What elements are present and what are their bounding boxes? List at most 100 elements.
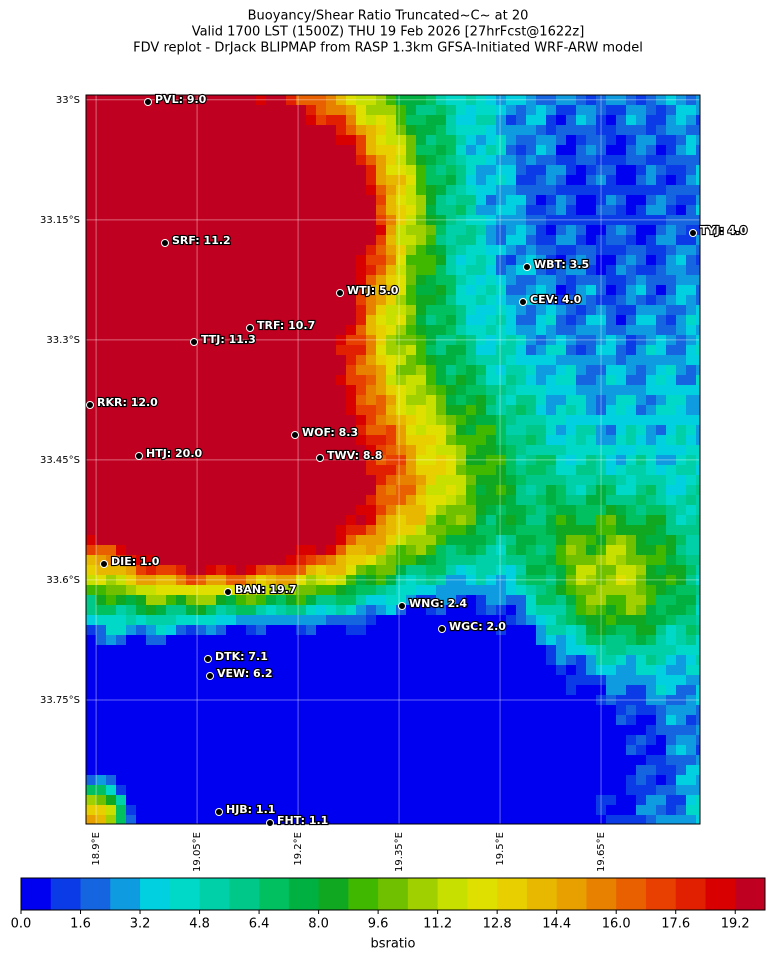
raster-cell: [566, 125, 576, 135]
raster-cell: [96, 665, 106, 675]
station-dot: [398, 602, 406, 610]
raster-cell: [666, 615, 676, 625]
raster-cell: [366, 485, 376, 495]
raster-cell: [496, 675, 506, 685]
raster-cell: [556, 695, 566, 705]
raster-cell: [116, 535, 126, 545]
raster-cell: [676, 765, 686, 775]
lon-tick-label: 19.5°E: [495, 832, 506, 866]
raster-cell: [346, 145, 356, 155]
raster-cell: [646, 775, 656, 785]
raster-cell: [566, 425, 576, 435]
raster-cell: [86, 505, 96, 515]
raster-cell: [646, 575, 656, 585]
raster-cell: [306, 105, 316, 115]
raster-cell: [556, 485, 566, 495]
raster-cell: [566, 275, 576, 285]
raster-cell: [326, 95, 336, 105]
raster-cell: [676, 745, 686, 755]
raster-cell: [676, 755, 686, 765]
raster-cell: [206, 495, 216, 505]
raster-cell: [496, 645, 506, 655]
raster-cell: [356, 385, 366, 395]
colorbar-cell: [705, 878, 736, 910]
raster-cell: [536, 665, 546, 675]
raster-cell: [166, 685, 176, 695]
raster-cell: [86, 485, 96, 495]
raster-cell: [256, 785, 266, 795]
raster-cell: [326, 115, 336, 125]
raster-cell: [116, 575, 126, 585]
raster-cell: [486, 655, 496, 665]
raster-cell: [606, 405, 616, 415]
raster-cell: [696, 665, 700, 675]
raster-cell: [256, 95, 266, 105]
raster-cell: [156, 95, 166, 105]
raster-cell: [306, 305, 316, 315]
raster-cell: [356, 425, 366, 435]
raster-cell: [576, 695, 586, 705]
raster-cell: [276, 335, 286, 345]
raster-cell: [696, 685, 700, 695]
raster-cell: [266, 165, 276, 175]
raster-cell: [326, 665, 336, 675]
raster-cell: [156, 185, 166, 195]
lon-tick-label: 18.9°E: [91, 832, 102, 866]
raster-cell: [606, 375, 616, 385]
raster-cell: [286, 215, 296, 225]
raster-cell: [496, 265, 506, 275]
raster-cell: [416, 635, 426, 645]
raster-cell: [676, 315, 686, 325]
raster-cell: [326, 595, 336, 605]
raster-cell: [636, 135, 646, 145]
raster-cell: [266, 515, 276, 525]
raster-cell: [516, 225, 526, 235]
raster-cell: [486, 625, 496, 635]
raster-cell: [576, 665, 586, 675]
raster-cell: [376, 705, 386, 715]
raster-cell: [346, 165, 356, 175]
raster-cell: [396, 335, 406, 345]
raster-cell: [476, 355, 486, 365]
raster-cell: [146, 325, 156, 335]
raster-cell: [86, 465, 96, 475]
raster-cell: [416, 555, 426, 565]
raster-cell: [496, 715, 506, 725]
raster-cell: [456, 765, 466, 775]
raster-cell: [246, 285, 256, 295]
raster-cell: [156, 195, 166, 205]
raster-cell: [566, 185, 576, 195]
raster-cell: [316, 705, 326, 715]
raster-cell: [436, 295, 446, 305]
raster-cell: [96, 145, 106, 155]
raster-cell: [436, 755, 446, 765]
raster-cell: [466, 375, 476, 385]
raster-cell: [656, 305, 666, 315]
raster-cell: [446, 485, 456, 495]
raster-cell: [636, 505, 646, 515]
raster-cell: [686, 275, 696, 285]
raster-cell: [476, 775, 486, 785]
raster-cell: [486, 125, 496, 135]
raster-cell: [276, 555, 286, 565]
raster-cell: [206, 665, 216, 675]
raster-cell: [686, 265, 696, 275]
raster-cell: [456, 415, 466, 425]
raster-cell: [596, 185, 606, 195]
raster-cell: [176, 155, 186, 165]
raster-cell: [306, 705, 316, 715]
raster-cell: [226, 235, 236, 245]
raster-cell: [656, 785, 666, 795]
raster-cell: [336, 435, 346, 445]
raster-cell: [616, 265, 626, 275]
raster-cell: [596, 295, 606, 305]
raster-cell: [266, 465, 276, 475]
raster-cell: [276, 645, 286, 655]
raster-cell: [676, 525, 686, 535]
raster-cell: [256, 125, 266, 135]
raster-cell: [296, 515, 306, 525]
raster-cell: [246, 255, 256, 265]
raster-cell: [506, 365, 516, 375]
raster-cell: [106, 315, 116, 325]
raster-cell: [476, 215, 486, 225]
